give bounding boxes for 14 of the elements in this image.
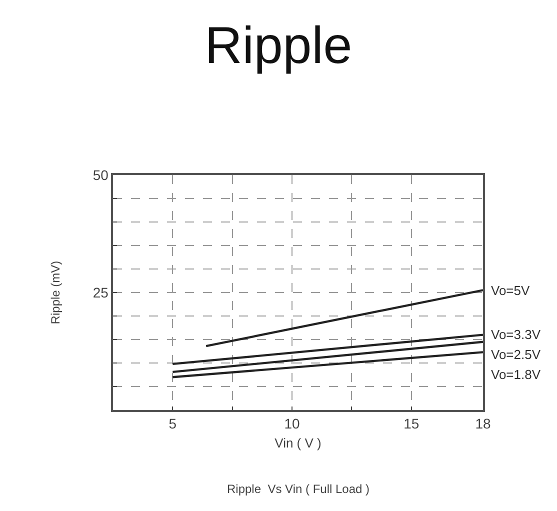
x-axis-title: Vin ( V ): [274, 436, 322, 451]
y-tick-label: 25: [92, 284, 109, 300]
y-axis-title: Ripple (mV): [48, 260, 63, 324]
series-label: Vo=2.5V: [491, 347, 541, 362]
series-label: Vo=3.3V: [491, 327, 541, 342]
series-label: Vo=5V: [491, 283, 530, 298]
y-tick-label: 50: [92, 166, 109, 183]
series-label: Vo=1.8V: [491, 367, 541, 382]
text: Ripple Vs Vin ( Full Load ): [227, 482, 370, 496]
x-tick-label: 15: [404, 416, 420, 432]
x-tick-label: 10: [284, 416, 300, 432]
x-tick-label: 5: [168, 416, 177, 432]
chart-title: Ripple: [204, 17, 352, 76]
x-tick-label: 18: [475, 416, 491, 432]
